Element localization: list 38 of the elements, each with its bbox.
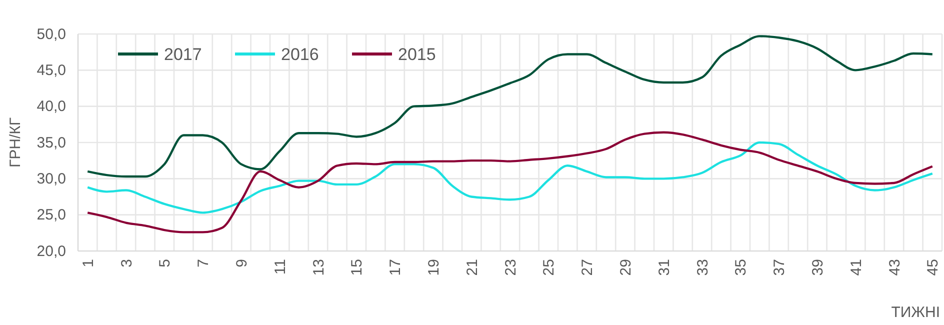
y-tick-label: 30,0 [36,170,66,188]
x-tick-label: 33 [694,259,712,276]
x-tick-label: 43 [886,259,904,276]
line-series [86,35,934,178]
y-tick-label: 40,0 [36,98,66,116]
x-tick-label: 37 [771,259,788,276]
x-tick-label: 11 [272,259,289,275]
x-tick-label: 7 [195,259,212,268]
x-tick-label: 21 [464,259,481,276]
x-tick-label: 19 [425,259,442,276]
x-tick-label: 25 [540,259,558,276]
y-tick-label: 25,0 [36,206,66,224]
y-tick-label: 50,0 [36,26,66,43]
x-tick-label: 17 [387,259,404,276]
x-tick-label: 13 [310,259,328,276]
x-tick-label: 29 [617,259,634,276]
x-tick-label: 23 [502,259,520,276]
x-tick-label: 5 [156,259,174,268]
x-tick-label: 45 [924,259,942,276]
legend-label: 2017 [164,45,202,64]
x-tick-label: 41 [848,259,865,276]
legend-label: 2015 [398,45,436,64]
x-tick-label: 35 [732,259,750,276]
x-tick-label: 31 [656,259,673,276]
y-tick-label: 45,0 [36,62,66,79]
legend-label: 2016 [281,45,319,64]
line-series [86,131,934,234]
y-tick-label: 35,0 [36,134,66,152]
x-tick-label: 1 [80,259,97,268]
y-axis-title: ГРН/КГ [7,118,24,168]
line-series [86,141,934,214]
x-tick-label: 9 [233,259,250,268]
x-tick-label: 3 [118,259,136,268]
x-tick-label: 15 [348,259,366,276]
x-tick-label: 27 [579,259,596,276]
y-tick-label: 20,0 [36,242,66,260]
x-axis-title: ТИЖНІ [891,304,940,321]
x-tick-label: 39 [809,259,826,276]
